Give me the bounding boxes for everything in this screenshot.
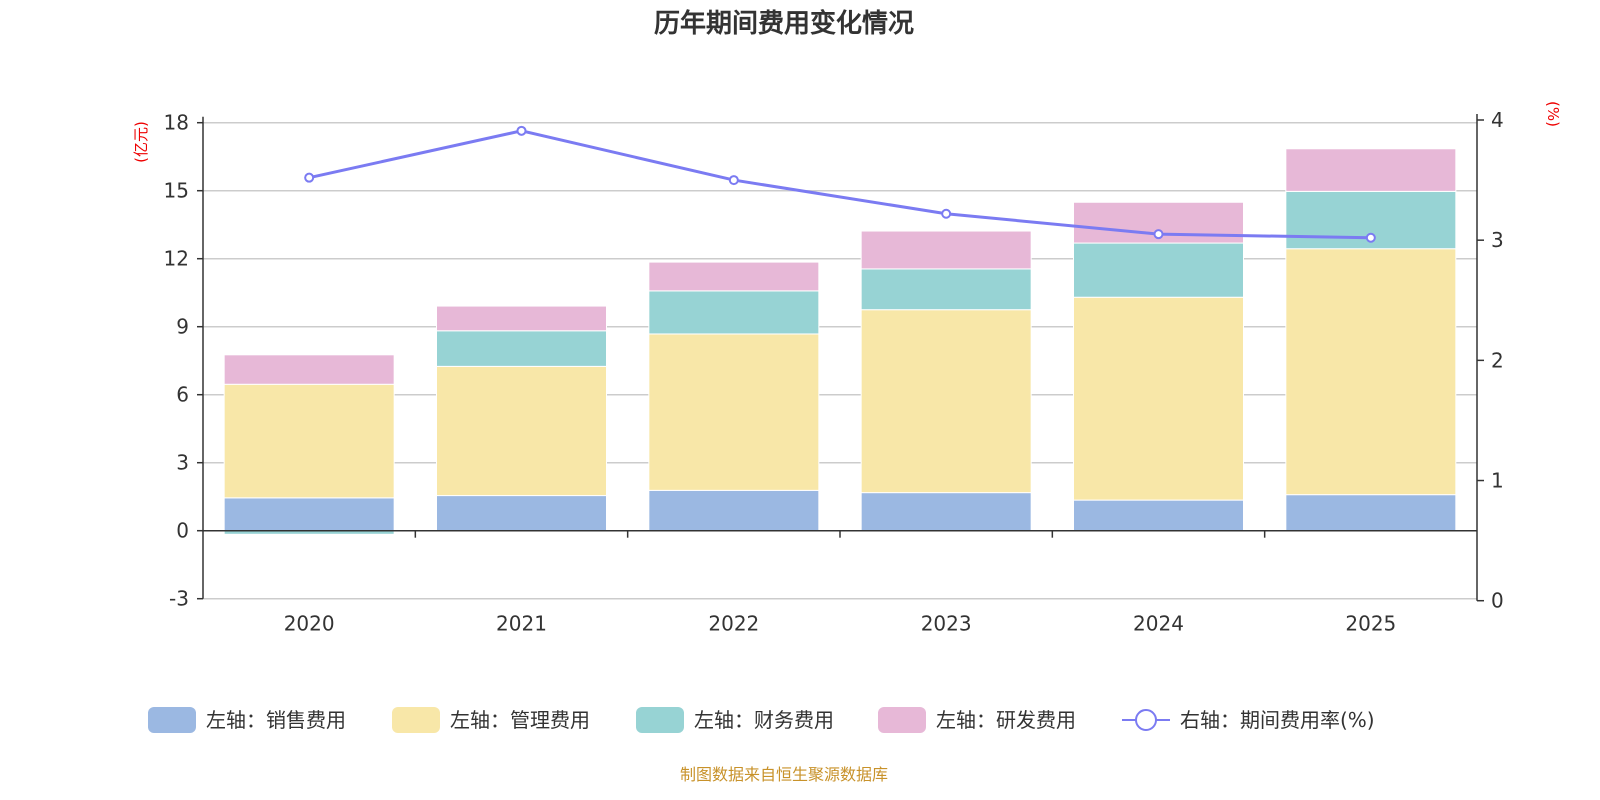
x-tick-label: 2021 — [496, 612, 547, 636]
right-tick-label: 2 — [1491, 348, 1504, 372]
left-tick-label: -3 — [169, 587, 189, 611]
bar-2020-series-0 — [223, 497, 395, 532]
bar-2022-series-0 — [648, 489, 820, 532]
rate-point-2023 — [941, 208, 952, 219]
rate-point-2025 — [1365, 232, 1376, 243]
bars — [223, 148, 1457, 535]
right-tick-label: 0 — [1491, 589, 1504, 613]
left-axis-unit: (亿元) — [132, 121, 150, 163]
left-tick-label: 12 — [164, 247, 189, 271]
rate-line — [304, 125, 1376, 243]
bar-2024-series-1 — [1073, 296, 1244, 501]
legend-label-3: 左轴：研发费用 — [936, 708, 1076, 732]
axes: 18 15 12 9 6 3 0 -3 4 3 2 1 0 2020 2021 2022 2023 2024 202… — [164, 108, 1504, 636]
bar-2023-series-1 — [860, 309, 1032, 494]
bar-2023-series-0 — [860, 492, 1032, 532]
right-tick-label: 1 — [1491, 469, 1504, 493]
bar-2021-series-3 — [436, 305, 607, 332]
legend-label-1: 左轴：管理费用 — [450, 708, 590, 732]
rate-point-2022 — [728, 175, 739, 186]
x-tick-label: 2025 — [1345, 612, 1396, 636]
bar-2023-series-3 — [860, 230, 1032, 270]
rate-line-path — [308, 129, 1371, 240]
left-tick-label: 18 — [164, 111, 189, 135]
legend-label-0: 左轴：销售费用 — [206, 708, 346, 732]
right-axis-unit: (%) — [1544, 101, 1562, 127]
legend-swatch-3 — [878, 707, 926, 733]
legend-swatch-2 — [636, 707, 684, 733]
bar-2022-series-2 — [648, 290, 820, 335]
bar-2024-series-0 — [1073, 499, 1244, 532]
bar-2022-series-3 — [648, 261, 820, 292]
x-tick-label: 2022 — [708, 612, 759, 636]
bar-2021-series-2 — [436, 330, 607, 367]
rate-point-2021 — [516, 125, 527, 136]
left-tick-label: 6 — [176, 383, 189, 407]
legend-swatch-0 — [148, 707, 196, 733]
bar-2022-series-1 — [648, 333, 820, 491]
legend-swatch-1 — [392, 707, 440, 733]
bar-2024-series-2 — [1073, 242, 1244, 298]
rate-point-2024 — [1153, 229, 1164, 240]
right-tick-label: 4 — [1491, 108, 1504, 132]
x-tick-label: 2024 — [1133, 612, 1184, 636]
chart-title: 历年期间费用变化情况 — [654, 8, 914, 39]
source-note: 制图数据来自恒生聚源数据库 — [680, 765, 888, 784]
bar-2025-series-0 — [1285, 494, 1457, 532]
x-tick-label: 2023 — [921, 612, 972, 636]
legend-label-2: 左轴：财务费用 — [694, 708, 834, 732]
bar-2020-series-1 — [223, 383, 395, 499]
gridlines — [203, 121, 1477, 600]
left-tick-label: 15 — [164, 179, 189, 203]
bar-2021-series-0 — [436, 495, 607, 532]
left-tick-label: 0 — [176, 519, 189, 543]
legend-label-4: 右轴：期间费用率(%) — [1180, 708, 1375, 732]
left-tick-label: 3 — [176, 451, 189, 475]
legend-circle-icon — [1135, 709, 1157, 731]
right-tick-label: 3 — [1491, 228, 1504, 252]
rate-point-2020 — [304, 172, 315, 183]
bar-2020-series-3 — [223, 354, 395, 385]
legend: 左轴：销售费用 左轴：管理费用 左轴：财务费用 左轴：研发费用 右轴：期间费用率(%) — [148, 707, 1375, 733]
bar-2025-series-3 — [1285, 148, 1457, 192]
x-tick-label: 2020 — [284, 612, 335, 636]
bar-2023-series-2 — [860, 268, 1032, 311]
bar-2025-series-1 — [1285, 248, 1457, 496]
left-tick-label: 9 — [176, 315, 189, 339]
bar-2021-series-1 — [436, 365, 607, 497]
